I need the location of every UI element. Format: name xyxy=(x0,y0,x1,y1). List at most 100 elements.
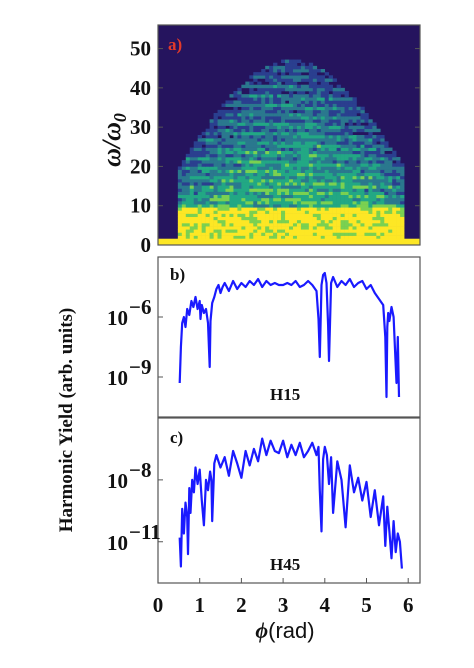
heatmap-cell xyxy=(241,172,246,177)
heatmap-cell xyxy=(265,160,270,164)
heatmap-cell xyxy=(245,94,250,98)
heatmap-cell xyxy=(352,197,357,202)
heatmap-cell xyxy=(368,153,373,158)
heatmap-cell xyxy=(368,213,373,218)
heatmap-cell xyxy=(277,160,282,164)
heatmap-cell xyxy=(300,207,306,211)
panel-a-y-label: ω/ω0 xyxy=(97,113,130,167)
heatmap-cell xyxy=(384,213,389,218)
heatmap-cell xyxy=(312,191,318,196)
heatmap-cell xyxy=(233,153,238,158)
heatmap-cell xyxy=(356,150,361,155)
heatmap-cell xyxy=(281,226,286,230)
heatmap-cell xyxy=(281,235,286,240)
heatmap-cell xyxy=(217,213,222,218)
heatmap-cell xyxy=(209,147,214,152)
heatmap-cell xyxy=(217,223,222,227)
heatmap-cell xyxy=(336,150,341,155)
heatmap-cell xyxy=(312,84,318,89)
heatmap-cell xyxy=(273,75,278,79)
heatmap-cell xyxy=(185,191,191,196)
heatmap-cell xyxy=(217,169,222,174)
heatmap-cell xyxy=(229,122,234,126)
heatmap-cell xyxy=(285,219,290,224)
heatmap-cell xyxy=(380,207,385,211)
heatmap-cell xyxy=(304,169,310,174)
heatmap-cell xyxy=(221,157,226,161)
heatmap-cell xyxy=(229,226,234,230)
heatmap-cell xyxy=(392,194,397,199)
heatmap-cell xyxy=(193,223,198,227)
heatmap-cell xyxy=(253,135,258,139)
heatmap-cell xyxy=(372,185,377,189)
heatmap-cell xyxy=(324,229,329,233)
heatmap-cell xyxy=(336,235,341,240)
heatmap-cell xyxy=(281,59,286,64)
heatmap-cell xyxy=(225,232,230,236)
heatmap-cell xyxy=(189,201,195,205)
heatmap-cell xyxy=(368,175,373,180)
heatmap-cell xyxy=(245,175,250,180)
heatmap-cell xyxy=(312,65,318,70)
heatmap-cell xyxy=(364,213,369,218)
heatmap-cell xyxy=(269,141,274,145)
heatmap-cell xyxy=(300,150,306,155)
heatmap-cell xyxy=(241,197,246,202)
heatmap-cell xyxy=(364,119,369,123)
heatmap-cell xyxy=(245,125,250,130)
heatmap-cell xyxy=(312,157,318,161)
heatmap-cell xyxy=(213,138,218,142)
heatmap-cell xyxy=(356,210,361,214)
heatmap-cell xyxy=(265,235,270,240)
heatmap-cell xyxy=(388,201,393,205)
heatmap-cell xyxy=(368,210,373,214)
heatmap-cell xyxy=(296,235,302,240)
heatmap-cell xyxy=(300,169,306,174)
heatmap-cell xyxy=(340,100,345,104)
heatmap-cell xyxy=(273,232,278,236)
heatmap-cell xyxy=(289,182,294,186)
heatmap-cell xyxy=(312,106,318,111)
heatmap-cell xyxy=(225,213,230,218)
heatmap-cell xyxy=(225,172,230,177)
heatmap-cell xyxy=(328,116,333,120)
heatmap-cell xyxy=(213,216,218,221)
heatmap-cell xyxy=(368,169,373,174)
heatmap-cell xyxy=(308,194,314,199)
heatmap-cell xyxy=(384,141,389,145)
heatmap-cell xyxy=(237,135,242,139)
heatmap-cell xyxy=(292,75,298,79)
heatmap-cell xyxy=(312,91,318,95)
heatmap-cell xyxy=(324,144,329,148)
heatmap-cell xyxy=(328,78,333,82)
heatmap-cell xyxy=(328,138,333,142)
y-tick-label: 10 xyxy=(107,531,128,555)
heatmap-cell xyxy=(257,185,262,189)
heatmap-cell xyxy=(312,141,318,145)
heatmap-cell xyxy=(273,169,278,174)
heatmap-cell xyxy=(213,182,218,186)
heatmap-cell xyxy=(360,147,365,152)
heatmap-cell xyxy=(304,166,310,170)
heatmap-cell xyxy=(304,153,310,158)
heatmap-cell xyxy=(241,219,246,224)
heatmap-cell xyxy=(257,175,262,180)
heatmap-cell xyxy=(328,179,333,183)
heatmap-cell xyxy=(356,213,361,218)
heatmap-cell xyxy=(253,109,258,114)
heatmap-cell xyxy=(213,144,218,148)
heatmap-cell xyxy=(289,219,294,224)
heatmap-cell xyxy=(237,182,242,186)
heatmap-cell xyxy=(249,91,254,95)
heatmap-cell xyxy=(225,160,230,164)
heatmap-cell xyxy=(261,175,266,180)
heatmap-cell xyxy=(324,166,329,170)
heatmap-cell xyxy=(296,219,302,224)
heatmap-cell xyxy=(300,106,306,111)
heatmap-cell xyxy=(308,188,314,192)
heatmap-cell xyxy=(308,106,314,111)
heatmap-cell xyxy=(352,113,357,117)
heatmap-cell xyxy=(273,144,278,148)
heatmap-cell xyxy=(245,219,250,224)
heatmap-cell xyxy=(281,229,286,233)
